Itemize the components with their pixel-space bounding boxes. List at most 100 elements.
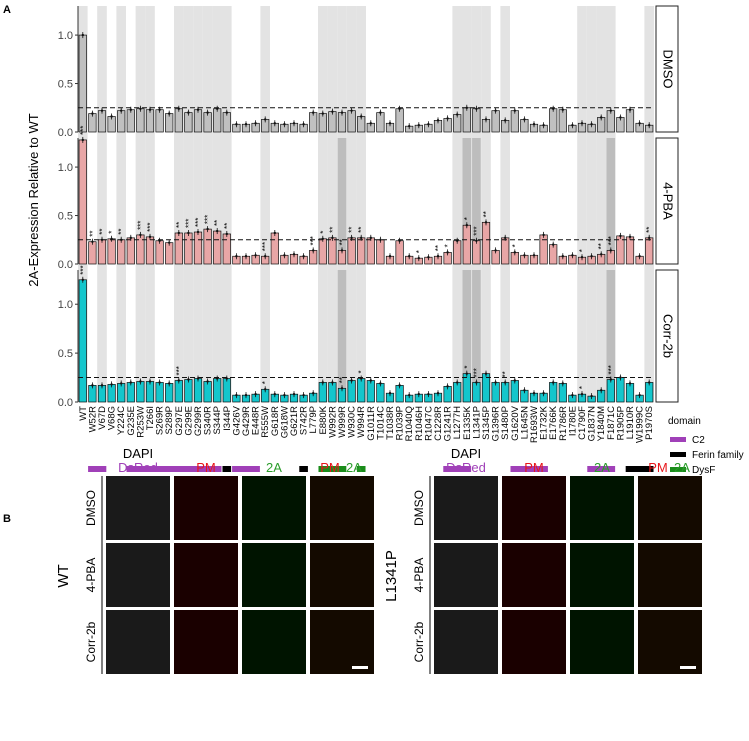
mean-point (91, 112, 94, 115)
micrograph-tile (310, 610, 374, 674)
mean-point (254, 122, 257, 125)
micrograph-tile (174, 543, 238, 607)
x-tick-label: S1480P (500, 406, 511, 440)
x-tick-label: R1693W (529, 406, 540, 443)
dark-highlight-band-L1341P (472, 270, 481, 402)
mean-point (312, 392, 315, 395)
mean-point (417, 256, 420, 260)
x-tick-label: W994R (356, 406, 367, 438)
mean-point (388, 255, 392, 258)
mean-point (369, 379, 372, 382)
dark-highlight-band-F1871C (606, 270, 616, 402)
mean-point (561, 255, 564, 258)
y-tick-label: 0.0 (58, 259, 73, 271)
bar-G1011R (366, 380, 375, 403)
mean-point (523, 254, 526, 257)
mean-point (196, 230, 200, 234)
significance-mark: *** (136, 221, 145, 230)
mean-point (302, 123, 305, 126)
facet-label-dmso: DMSO (661, 50, 676, 89)
mean-point (369, 236, 372, 240)
facet-4-pba: 0.0 0.5 1.0 4-PBA (58, 136, 679, 271)
bar-G297E (174, 108, 183, 133)
mean-point (302, 255, 305, 258)
dark-highlight-band-W999R (337, 138, 347, 264)
mean-point (350, 109, 353, 112)
mean-point (129, 236, 132, 240)
x-tick-label: L1645N (519, 406, 530, 439)
row-label: 4-PBA (84, 558, 98, 593)
bar-G1620V (510, 380, 519, 403)
bar-G235E (126, 109, 135, 133)
column-header: PM (196, 460, 216, 475)
mean-point (235, 255, 238, 258)
significance-mark: *** (607, 365, 616, 374)
bar-E1335K (462, 107, 471, 133)
mean-point (321, 381, 324, 384)
x-tick-label: W52R (87, 406, 98, 433)
micrograph-tile (242, 476, 306, 540)
significance-mark: *** (79, 126, 88, 135)
mean-point (292, 253, 296, 256)
mean-point (91, 240, 94, 243)
y-tick-label: 1.0 (58, 162, 73, 174)
highlight-band-C1790F (577, 6, 587, 402)
bar-G299R (193, 378, 203, 403)
bar-G1620V (510, 110, 519, 133)
column-header: DAPI (451, 446, 481, 461)
x-tick-label: R1047C (423, 406, 434, 441)
mean-point (417, 124, 420, 127)
dark-highlight-band-F1871C (606, 138, 616, 264)
significance-mark: *** (472, 368, 481, 377)
highlight-band-S1345P (481, 6, 491, 402)
mean-point (542, 233, 545, 237)
mean-point (436, 392, 440, 395)
highlight-band-I344P (222, 6, 232, 402)
mean-point (417, 392, 420, 396)
x-tick-label: E448R (251, 406, 262, 435)
significance-mark: ** (117, 229, 126, 235)
mean-point (609, 109, 612, 112)
mean-point (168, 112, 171, 115)
mean-point (590, 255, 593, 258)
micrograph-tile (638, 543, 702, 607)
mean-point (600, 116, 603, 119)
mean-point (532, 254, 536, 257)
micrograph-tile (570, 610, 634, 674)
mean-point (81, 33, 85, 37)
x-tick-label: E1766K (548, 405, 559, 439)
domain-bar-dysf (318, 466, 347, 472)
mean-point (148, 108, 152, 111)
dark-highlight-band-E1335K (462, 138, 472, 264)
micrograph-tile (434, 610, 498, 674)
mean-point (628, 235, 632, 239)
column-header: 2A (594, 460, 610, 475)
bar-V67D (97, 110, 107, 133)
mean-point (129, 381, 132, 384)
significance-mark: * (319, 231, 328, 234)
mean-point (244, 393, 248, 397)
x-tick-label: F1871C (606, 406, 617, 440)
significance-mark: *** (261, 242, 270, 251)
x-tick-label: R1039P (395, 406, 406, 440)
x-tick-label: G621R (289, 406, 300, 436)
mean-point (283, 123, 286, 126)
bar-L1910R (625, 109, 635, 133)
bar-WT (78, 34, 87, 133)
highlight-band-R555W (260, 6, 270, 402)
mean-point (494, 109, 497, 112)
bar-T266I (145, 109, 155, 133)
mean-point (571, 124, 574, 127)
domain-annotation-track (88, 466, 654, 472)
mean-point (484, 118, 488, 121)
mean-point (648, 236, 651, 240)
bar-G299E (184, 379, 193, 403)
mean-point (206, 111, 209, 114)
mean-point (408, 255, 411, 258)
x-tick-label: S742R (299, 406, 310, 435)
bar-G235E (126, 237, 135, 265)
domain-bar-ferin-family (299, 466, 308, 472)
legend-swatch (670, 437, 686, 442)
significance-mark: * (415, 250, 424, 253)
mean-point (264, 255, 267, 258)
